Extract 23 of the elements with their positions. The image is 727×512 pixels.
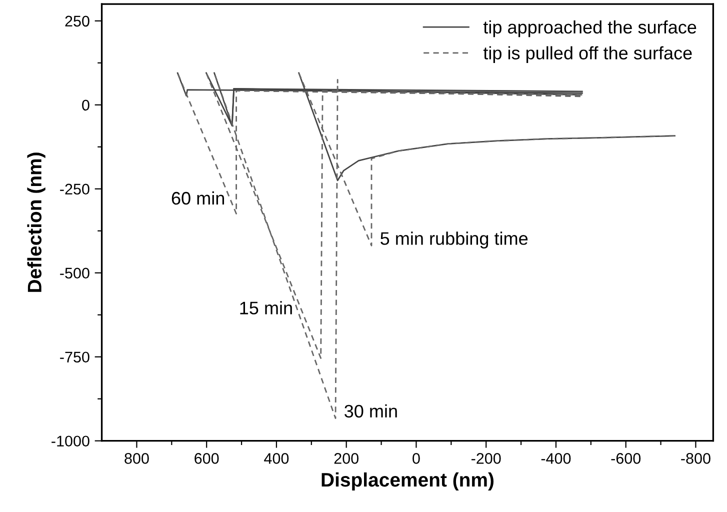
y-tick-label: 0 xyxy=(82,100,90,111)
legend-label: tip is pulled off the surface xyxy=(483,46,692,64)
annotation: 5 min rubbing time xyxy=(380,232,528,249)
x-tick-label: -800 xyxy=(681,453,710,464)
annotation: 60 min xyxy=(172,191,224,205)
y-tick-label: -250 xyxy=(60,184,90,195)
y-axis-title: Deflection (nm) xyxy=(27,152,46,292)
x-axis-title: Displacement (nm) xyxy=(322,472,494,491)
x-tick-label: 200 xyxy=(334,453,358,464)
y-tick-label: -750 xyxy=(60,352,90,363)
x-tick-label: 0 xyxy=(412,453,420,464)
y-tick-label: -500 xyxy=(60,268,90,279)
annotation: 15 min xyxy=(240,301,292,314)
x-tick-label: -400 xyxy=(541,453,571,464)
x-tick-label: 600 xyxy=(194,453,219,464)
y-tick-label: -1000 xyxy=(52,436,90,447)
x-tick-label: 800 xyxy=(124,453,149,464)
legend-label: tip approached the surface xyxy=(483,20,696,38)
x-tick-label: -600 xyxy=(611,453,641,464)
y-tick-label: 250 xyxy=(65,16,90,27)
x-tick-label: -200 xyxy=(471,453,501,464)
x-tick-label: 400 xyxy=(264,453,289,464)
annotation: 30 min xyxy=(344,404,397,418)
